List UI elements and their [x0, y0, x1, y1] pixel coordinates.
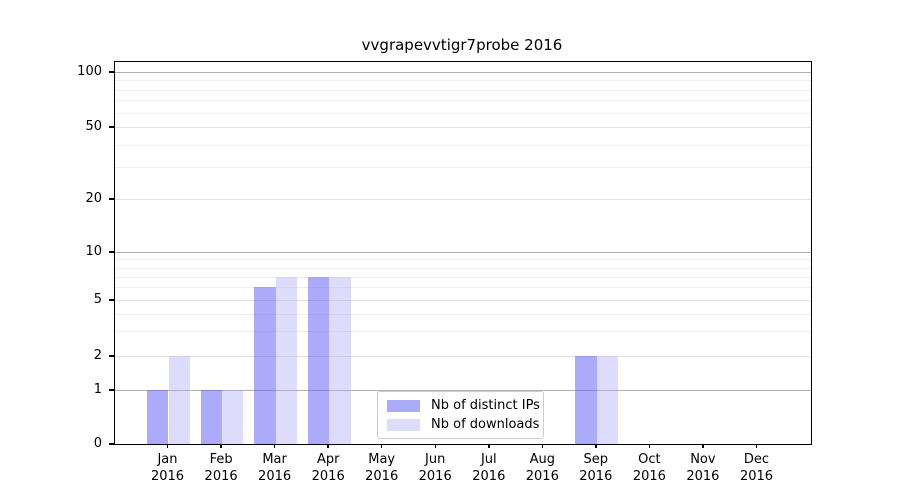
- bar-jan-downloads: [168, 356, 190, 444]
- x-tick-label-apr: Apr 2016: [311, 452, 345, 484]
- y-tick-mark-1: [109, 389, 114, 391]
- y-tick-label-5: 5: [93, 292, 102, 307]
- bar-sep-distinct-ips: [575, 356, 597, 444]
- gridline-minor-3: [115, 331, 811, 333]
- gridline-minor-70: [115, 100, 811, 102]
- x-tick-label-feb: Feb 2016: [204, 452, 238, 484]
- legend-label-distinct-ips: Nb of distinct IPs: [431, 398, 540, 413]
- gridline-minor-4: [115, 313, 811, 315]
- x-tick-mark-feb: [220, 444, 222, 448]
- y-tick-mark-100: [109, 71, 114, 73]
- y-tick-label-1: 1: [93, 382, 102, 397]
- bar-feb-distinct-ips: [200, 390, 223, 444]
- x-tick-label-oct: Oct 2016: [632, 452, 666, 484]
- legend-swatch-distinct-ips: [387, 399, 420, 412]
- legend-label-downloads: Nb of downloads: [431, 417, 540, 432]
- y-tick-mark-0: [109, 443, 114, 445]
- y-tick-mark-5: [109, 299, 114, 301]
- y-tick-label-10: 10: [85, 244, 102, 259]
- x-tick-mark-nov: [702, 444, 704, 448]
- bar-apr-distinct-ips: [307, 276, 330, 444]
- x-tick-mark-oct: [648, 444, 651, 448]
- y-tick-mark-50: [109, 126, 114, 128]
- x-tick-label-sep: Sep 2016: [579, 452, 613, 484]
- gridline-minor-9: [115, 259, 811, 261]
- gridline-minor-40: [115, 144, 811, 146]
- x-tick-label-aug: Aug 2016: [525, 452, 559, 484]
- y-tick-mark-20: [109, 198, 114, 200]
- bar-jan-distinct-ips: [147, 390, 169, 444]
- x-tick-mark-jun: [434, 444, 436, 448]
- gridline-5: [115, 300, 811, 301]
- y-tick-mark-10: [109, 251, 114, 253]
- x-tick-mark-sep: [595, 444, 597, 448]
- x-tick-label-nov: Nov 2016: [686, 452, 720, 484]
- x-tick-label-jun: Jun 2016: [418, 452, 452, 484]
- x-tick-mark-apr: [327, 444, 329, 448]
- x-tick-mark-may: [380, 444, 383, 448]
- gridline-minor-60: [115, 112, 811, 114]
- y-tick-label-0: 0: [93, 436, 102, 451]
- bar-apr-downloads: [329, 276, 351, 444]
- x-tick-label-dec: Dec 2016: [739, 452, 774, 484]
- x-tick-label-jan: Jan 2016: [150, 452, 185, 484]
- gridline-20: [115, 199, 811, 200]
- chart-title: vvgrapevvtigr7probe 2016: [361, 36, 563, 54]
- gridline-10: [115, 252, 811, 253]
- x-tick-mark-dec: [755, 444, 758, 448]
- legend-item-distinct-ips: Nb of distinct IPs: [387, 397, 540, 414]
- gridline-2: [115, 356, 811, 357]
- x-tick-mark-aug: [541, 444, 544, 448]
- x-tick-label-may: May 2016: [365, 452, 399, 484]
- y-tick-label-2: 2: [93, 348, 102, 363]
- bar-sep-downloads: [596, 356, 619, 444]
- legend-swatch-downloads: [387, 418, 420, 431]
- gridline-minor-90: [115, 80, 811, 82]
- gridline-minor-80: [115, 89, 811, 91]
- plot-area: Nb of distinct IPs Nb of downloads: [114, 61, 812, 445]
- x-tick-mark-jul: [488, 444, 490, 448]
- bar-feb-downloads: [222, 390, 244, 444]
- y-tick-label-100: 100: [77, 64, 102, 79]
- gridline-minor-8: [115, 267, 811, 269]
- x-tick-label-jul: Jul 2016: [472, 452, 506, 484]
- legend: Nb of distinct IPs Nb of downloads: [377, 391, 544, 439]
- y-tick-label-50: 50: [85, 119, 102, 134]
- gridline-100: [115, 72, 811, 73]
- legend-item-downloads: Nb of downloads: [387, 416, 539, 433]
- gridline-1: [115, 390, 811, 391]
- x-tick-label-mar: Mar 2016: [258, 452, 292, 484]
- gridline-50: [115, 127, 811, 128]
- y-tick-label-20: 20: [85, 191, 102, 206]
- x-tick-mark-mar: [273, 444, 276, 448]
- x-tick-mark-jan: [166, 444, 169, 448]
- gridline-minor-6: [115, 287, 811, 289]
- bar-mar-distinct-ips: [254, 287, 276, 444]
- gridline-minor-30: [115, 167, 811, 169]
- gridline-minor-7: [115, 276, 811, 278]
- y-tick-mark-2: [109, 355, 114, 357]
- bar-mar-downloads: [275, 276, 297, 444]
